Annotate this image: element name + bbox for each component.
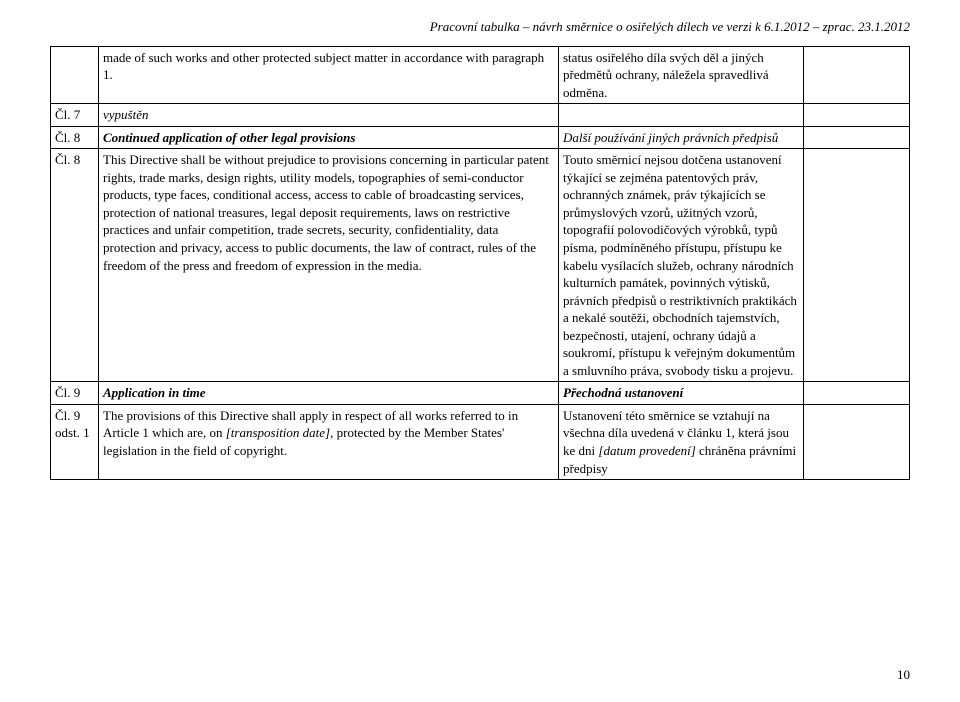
article-ref: Čl. 7 (51, 104, 99, 127)
article-ref (51, 46, 99, 104)
notes-cell (804, 46, 910, 104)
article-ref: Čl. 9 odst. 1 (51, 404, 99, 479)
english-text: The provisions of this Directive shall a… (99, 404, 559, 479)
notes-cell (804, 126, 910, 149)
page-header: Pracovní tabulka – návrh směrnice o osiř… (50, 18, 910, 36)
notes-cell (804, 149, 910, 382)
notes-cell (804, 404, 910, 479)
czech-text: Touto směrnicí nejsou dotčena ustanovení… (559, 149, 804, 382)
czech-text: Přechodná ustanovení (559, 382, 804, 405)
czech-text: Další používání jiných právních předpisů (559, 126, 804, 149)
table-row: Čl. 7vypuštěn (51, 104, 910, 127)
english-text: This Directive shall be without prejudic… (99, 149, 559, 382)
notes-cell (804, 382, 910, 405)
table-row: Čl. 9Application in timePřechodná ustano… (51, 382, 910, 405)
english-text: Continued application of other legal pro… (99, 126, 559, 149)
directive-table: made of such works and other protected s… (50, 46, 910, 481)
article-ref: Čl. 8 (51, 149, 99, 382)
czech-text: status osiřelého díla svých děl a jiných… (559, 46, 804, 104)
article-ref: Čl. 9 (51, 382, 99, 405)
english-text: Application in time (99, 382, 559, 405)
notes-cell (804, 104, 910, 127)
table-row: Čl. 9 odst. 1The provisions of this Dire… (51, 404, 910, 479)
page-number: 10 (897, 666, 910, 684)
table-row: Čl. 8Continued application of other lega… (51, 126, 910, 149)
english-text: made of such works and other protected s… (99, 46, 559, 104)
table-row: made of such works and other protected s… (51, 46, 910, 104)
table-row: Čl. 8This Directive shall be without pre… (51, 149, 910, 382)
czech-text (559, 104, 804, 127)
article-ref: Čl. 8 (51, 126, 99, 149)
czech-text: Ustanovení této směrnice se vztahují na … (559, 404, 804, 479)
english-text: vypuštěn (99, 104, 559, 127)
